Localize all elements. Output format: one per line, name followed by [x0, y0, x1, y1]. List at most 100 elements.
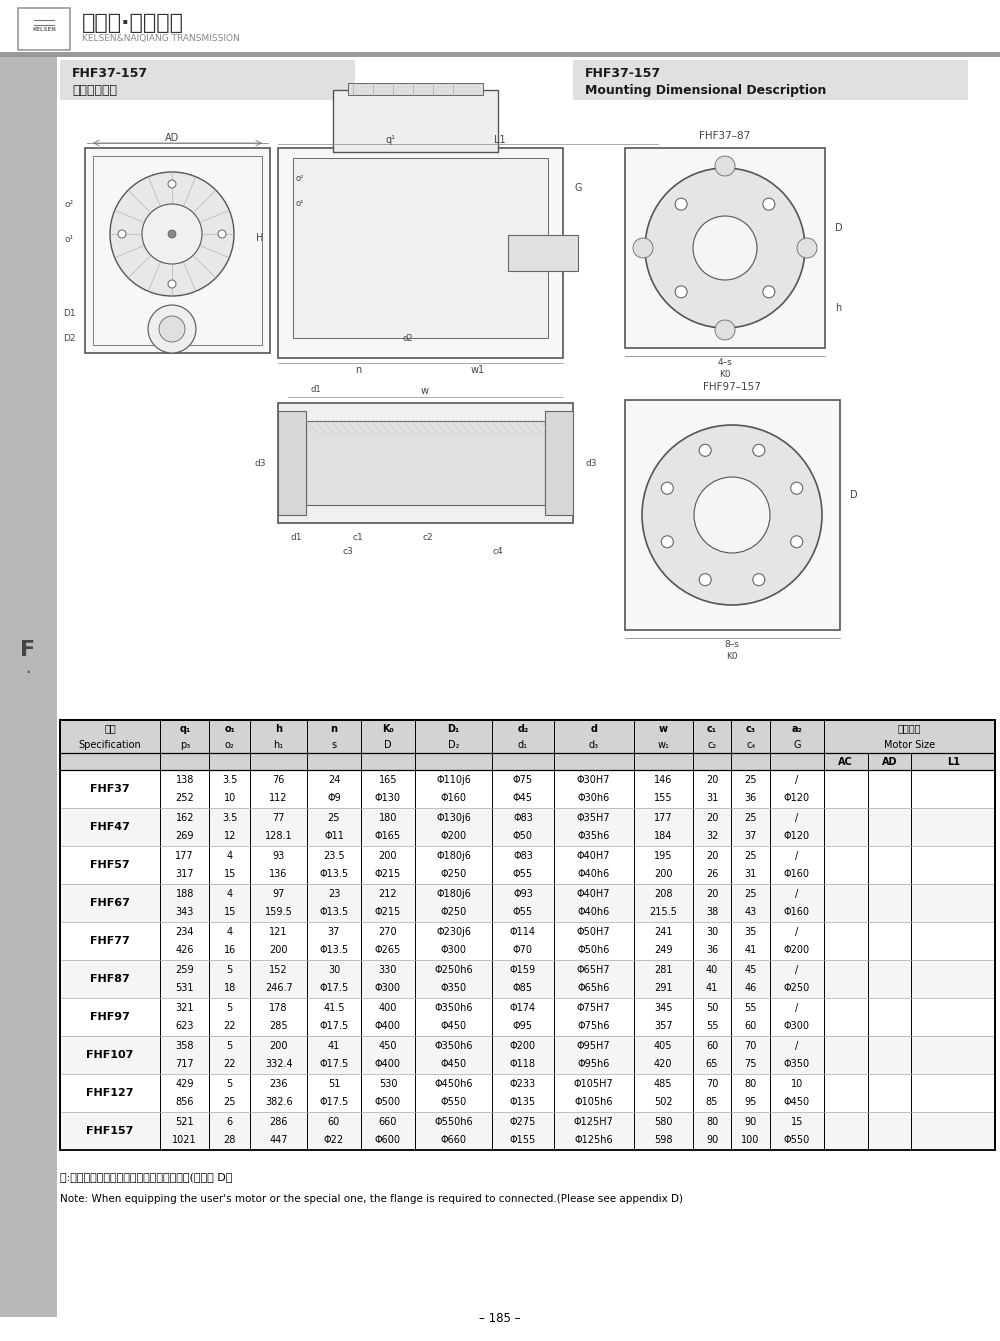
Text: Φ45: Φ45 — [513, 793, 533, 803]
Text: FHF107: FHF107 — [86, 1050, 134, 1059]
Text: Φ9: Φ9 — [327, 793, 341, 803]
Text: 502: 502 — [654, 1097, 672, 1108]
Text: Φ450h6: Φ450h6 — [434, 1080, 473, 1089]
Text: Φ65h6: Φ65h6 — [578, 983, 610, 992]
Text: FHF37: FHF37 — [90, 784, 130, 794]
Circle shape — [753, 444, 765, 456]
Text: FHF127: FHF127 — [86, 1088, 134, 1098]
Text: 38: 38 — [706, 907, 718, 917]
Text: 70: 70 — [706, 1080, 718, 1089]
Text: Mounting Dimensional Description: Mounting Dimensional Description — [585, 83, 826, 97]
Text: w1: w1 — [471, 365, 485, 375]
Bar — [60, 998, 995, 1037]
Text: Φ95h6: Φ95h6 — [578, 1059, 610, 1069]
Text: Φ155: Φ155 — [510, 1134, 536, 1145]
Text: 178: 178 — [269, 1003, 288, 1012]
Text: Φ160: Φ160 — [441, 793, 467, 803]
Text: Φ250: Φ250 — [440, 869, 467, 878]
Text: c1: c1 — [353, 532, 363, 542]
Text: /: / — [795, 1003, 799, 1012]
Text: 317: 317 — [176, 869, 194, 878]
Text: K0: K0 — [726, 652, 738, 661]
Text: 345: 345 — [654, 1003, 672, 1012]
Bar — [625, 148, 825, 349]
Text: 184: 184 — [654, 831, 672, 841]
Text: c2: c2 — [423, 532, 433, 542]
Text: Φ75h6: Φ75h6 — [577, 1021, 610, 1031]
Text: 4: 4 — [227, 927, 233, 937]
Text: 420: 420 — [654, 1059, 672, 1069]
Text: D₂: D₂ — [448, 739, 459, 750]
Text: Φ30H7: Φ30H7 — [577, 775, 610, 784]
Text: 12: 12 — [224, 831, 236, 841]
Text: 41: 41 — [745, 945, 757, 955]
Text: 23: 23 — [328, 889, 340, 898]
Text: 95: 95 — [744, 1097, 757, 1108]
Text: w₁: w₁ — [657, 739, 669, 750]
Text: 51: 51 — [328, 1080, 340, 1089]
Text: s: s — [331, 739, 337, 750]
Text: KELSEN: KELSEN — [32, 27, 56, 31]
Text: 35: 35 — [744, 927, 757, 937]
Text: 5: 5 — [227, 966, 233, 975]
Text: 1021: 1021 — [172, 1134, 197, 1145]
Text: 60: 60 — [328, 1117, 340, 1126]
Text: 37: 37 — [328, 927, 340, 937]
Text: 246.7: 246.7 — [265, 983, 293, 992]
Text: AD: AD — [882, 756, 897, 767]
Bar — [348, 83, 483, 95]
Bar — [93, 156, 262, 345]
Text: 717: 717 — [175, 1059, 194, 1069]
Text: /: / — [795, 927, 799, 937]
Text: 188: 188 — [176, 889, 194, 898]
Text: d: d — [590, 724, 597, 734]
Text: Φ300: Φ300 — [375, 983, 401, 992]
Text: 50: 50 — [706, 1003, 718, 1012]
Bar — [545, 410, 573, 515]
Text: Φ55: Φ55 — [513, 869, 533, 878]
Text: D: D — [384, 739, 392, 750]
Text: Φ200: Φ200 — [784, 945, 810, 955]
Text: /: / — [795, 966, 799, 975]
Bar — [0, 52, 1000, 58]
Text: h: h — [835, 303, 841, 312]
Text: AD: AD — [165, 133, 179, 143]
Bar — [625, 400, 840, 630]
Circle shape — [642, 425, 822, 605]
Text: a₂: a₂ — [792, 724, 802, 734]
Circle shape — [168, 180, 176, 188]
Circle shape — [675, 198, 687, 211]
Text: 41: 41 — [328, 1041, 340, 1051]
Text: 30: 30 — [328, 966, 340, 975]
Text: 343: 343 — [176, 907, 194, 917]
Text: Φ50h6: Φ50h6 — [578, 945, 610, 955]
Text: 32: 32 — [706, 831, 718, 841]
Text: 281: 281 — [654, 966, 672, 975]
Circle shape — [791, 536, 803, 547]
Text: Φ250h6: Φ250h6 — [434, 966, 473, 975]
Text: 36: 36 — [706, 945, 718, 955]
Text: Φ105H7: Φ105H7 — [574, 1080, 614, 1089]
Bar — [573, 60, 968, 101]
Text: Φ300: Φ300 — [784, 1021, 810, 1031]
Text: Φ95: Φ95 — [513, 1021, 533, 1031]
Text: /: / — [795, 852, 799, 861]
Text: 注:电机需方配或配特殊电机时需加联接法兰(见附录 D）: 注:电机需方配或配特殊电机时需加联接法兰(见附录 D） — [60, 1172, 232, 1181]
Text: 90: 90 — [706, 1134, 718, 1145]
Text: D: D — [850, 489, 858, 500]
Text: h: h — [275, 724, 282, 734]
Text: Φ93: Φ93 — [513, 889, 533, 898]
Text: Φ85: Φ85 — [513, 983, 533, 992]
Text: 4: 4 — [227, 889, 233, 898]
Text: Φ13.5: Φ13.5 — [319, 907, 349, 917]
Text: 安装结构尺寸: 安装结构尺寸 — [72, 83, 117, 97]
Text: 25: 25 — [744, 852, 757, 861]
Text: 20: 20 — [706, 813, 718, 823]
Text: 70: 70 — [744, 1041, 757, 1051]
Text: h₁: h₁ — [274, 739, 284, 750]
Text: Φ550: Φ550 — [440, 1097, 467, 1108]
Text: H: H — [256, 233, 264, 243]
Text: FHF57: FHF57 — [90, 860, 130, 870]
Text: 电机尺寸: 电机尺寸 — [898, 724, 921, 734]
Text: 426: 426 — [176, 945, 194, 955]
